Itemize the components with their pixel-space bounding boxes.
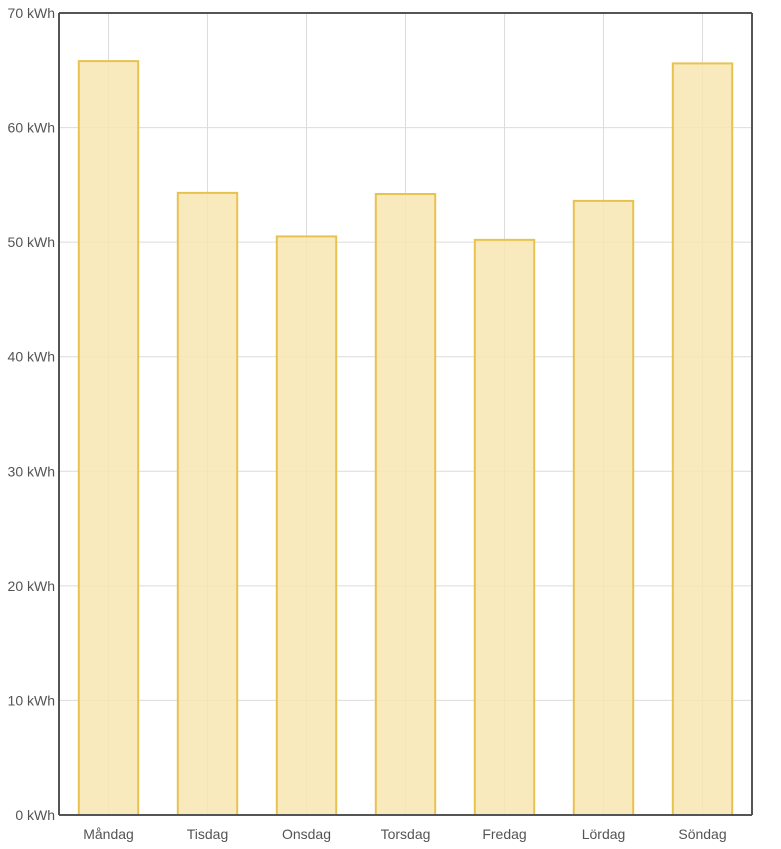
x-tick-label: Fredag [482, 826, 526, 842]
x-tick-label: Lördag [582, 826, 626, 842]
axes-layer [58, 12, 753, 816]
x-tick-label: Torsdag [381, 826, 431, 842]
bar-fredag [473, 238, 536, 816]
x-tick-label: Måndag [83, 826, 134, 842]
bar-söndag [671, 62, 734, 816]
y-tick-label: 30 kWh [8, 463, 55, 479]
y-tick-label: 20 kWh [8, 578, 55, 594]
bars-layer [77, 60, 734, 817]
bar-onsdag [275, 235, 338, 816]
bar-tisdag [176, 191, 239, 816]
x-tick-label: Söndag [678, 826, 726, 842]
y-tick-label: 60 kWh [8, 120, 55, 136]
y-tick-label: 50 kWh [8, 234, 55, 250]
bar-lördag [572, 199, 635, 816]
y-tick-label: 10 kWh [8, 692, 55, 708]
labels-layer: 0 kWh 10 kWh 20 kWh 30 kWh 40 kWh 50 kWh 60 kW… [8, 5, 727, 842]
y-tick-label: 70 kWh [8, 5, 55, 21]
bar-torsdag [374, 193, 437, 817]
x-tick-label: Tisdag [187, 826, 229, 842]
bar-måndag [77, 60, 140, 817]
y-tick-label: 40 kWh [8, 349, 55, 365]
x-tick-label: Onsdag [282, 826, 331, 842]
y-tick-label: 0 kWh [15, 807, 55, 823]
